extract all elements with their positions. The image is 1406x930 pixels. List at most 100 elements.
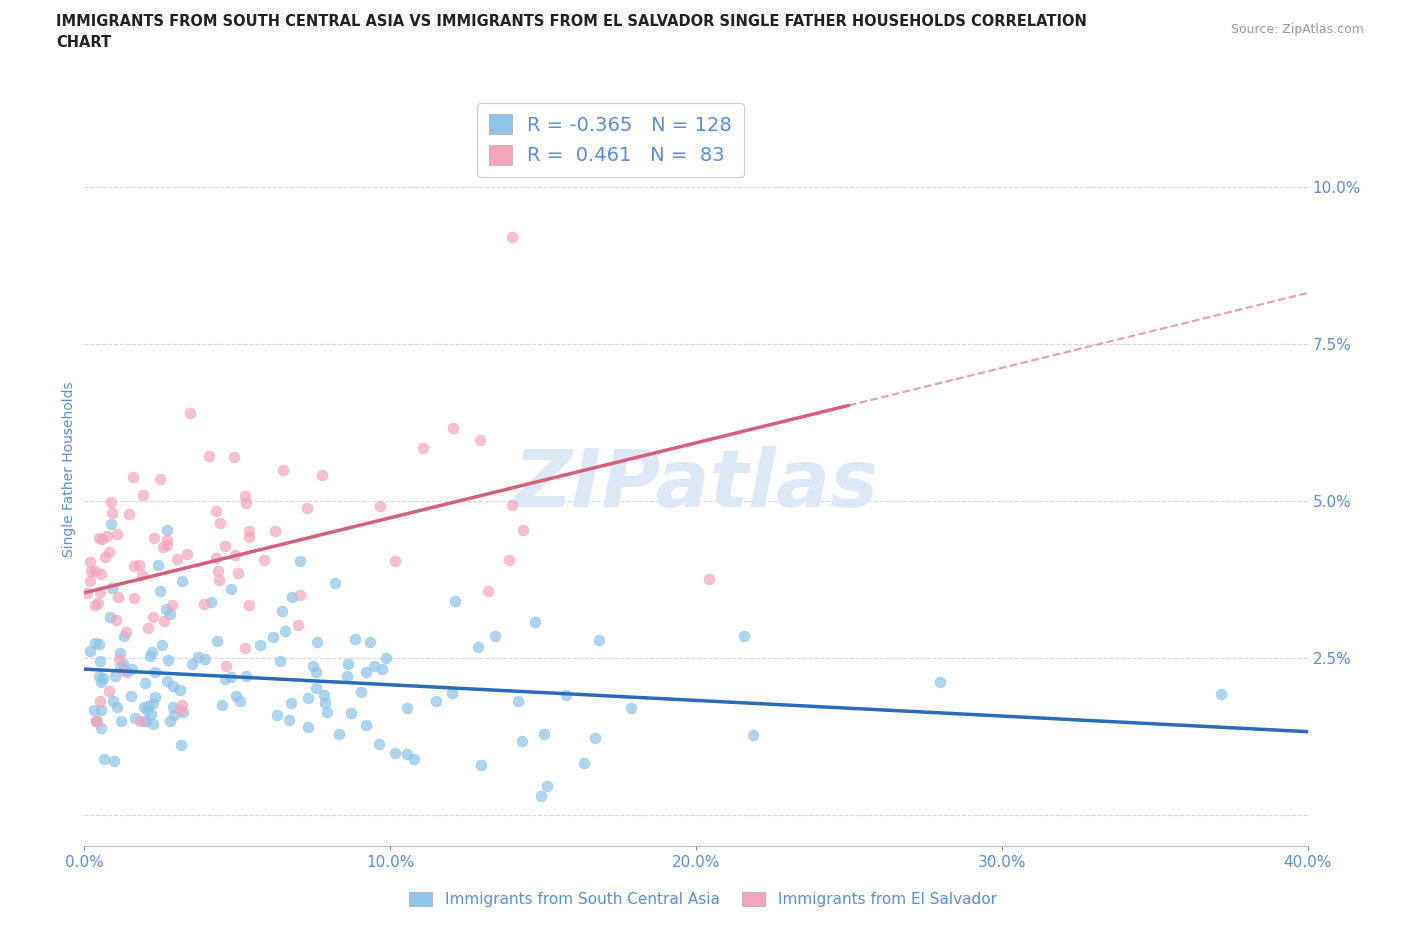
Point bbox=[359, 635, 381, 650]
Point bbox=[311, 468, 333, 483]
Point bbox=[316, 705, 339, 720]
Point bbox=[155, 602, 177, 617]
Point bbox=[574, 755, 596, 770]
Point bbox=[153, 614, 176, 629]
Point bbox=[76, 585, 98, 600]
Point bbox=[425, 694, 447, 709]
Point bbox=[193, 597, 215, 612]
Point bbox=[89, 654, 111, 669]
Point bbox=[363, 658, 385, 673]
Point bbox=[297, 690, 319, 705]
Point bbox=[253, 552, 276, 567]
Point bbox=[98, 683, 121, 698]
Point bbox=[224, 548, 246, 563]
Point bbox=[139, 707, 162, 722]
Point bbox=[145, 665, 167, 680]
Point bbox=[84, 635, 107, 650]
Point bbox=[928, 674, 950, 689]
Point bbox=[117, 665, 139, 680]
Point bbox=[733, 628, 755, 643]
Point bbox=[269, 654, 291, 669]
Point bbox=[93, 550, 115, 565]
Point bbox=[404, 751, 426, 766]
Point bbox=[280, 696, 302, 711]
Point bbox=[207, 633, 229, 648]
Point bbox=[249, 637, 271, 652]
Point bbox=[129, 713, 152, 728]
Point bbox=[336, 669, 359, 684]
Point bbox=[323, 576, 346, 591]
Point bbox=[314, 696, 336, 711]
Point bbox=[477, 583, 499, 598]
Point bbox=[96, 528, 118, 543]
Point bbox=[208, 572, 231, 587]
Point bbox=[205, 551, 228, 565]
Point bbox=[266, 708, 288, 723]
Point bbox=[156, 522, 179, 537]
Point bbox=[101, 581, 124, 596]
Point bbox=[89, 637, 111, 652]
Point bbox=[305, 665, 328, 680]
Point bbox=[79, 554, 101, 569]
Point bbox=[143, 690, 166, 705]
Point bbox=[128, 557, 150, 572]
Point bbox=[124, 711, 146, 725]
Point bbox=[146, 558, 169, 573]
Point bbox=[91, 671, 114, 685]
Point bbox=[134, 675, 156, 690]
Point bbox=[156, 652, 179, 667]
Point bbox=[89, 584, 111, 599]
Point bbox=[225, 688, 247, 703]
Text: ZIPatlas: ZIPatlas bbox=[513, 445, 879, 524]
Point bbox=[273, 623, 295, 638]
Point bbox=[90, 532, 112, 547]
Point bbox=[100, 517, 122, 532]
Point bbox=[498, 553, 520, 568]
Point bbox=[142, 717, 165, 732]
Point bbox=[512, 734, 534, 749]
Point bbox=[529, 789, 551, 804]
Point bbox=[90, 721, 112, 736]
Point bbox=[134, 713, 156, 728]
Point bbox=[354, 665, 377, 680]
Point bbox=[136, 620, 159, 635]
Point bbox=[533, 726, 555, 741]
Point bbox=[302, 658, 325, 673]
Point bbox=[444, 593, 467, 608]
Point bbox=[235, 496, 257, 511]
Point bbox=[238, 524, 260, 538]
Point bbox=[112, 663, 135, 678]
Point bbox=[149, 584, 172, 599]
Point bbox=[108, 659, 131, 674]
Point bbox=[501, 498, 523, 512]
Point bbox=[83, 598, 105, 613]
Point bbox=[290, 554, 312, 569]
Point bbox=[367, 737, 389, 751]
Text: IMMIGRANTS FROM SOUTH CENTRAL ASIA VS IMMIGRANTS FROM EL SALVADOR SINGLE FATHER : IMMIGRANTS FROM SOUTH CENTRAL ASIA VS IM… bbox=[56, 14, 1087, 29]
Legend: Immigrants from South Central Asia, Immigrants from El Salvador: Immigrants from South Central Asia, Immi… bbox=[404, 885, 1002, 913]
Point bbox=[305, 681, 328, 696]
Point bbox=[233, 641, 256, 656]
Point bbox=[79, 574, 101, 589]
Text: Source: ZipAtlas.com: Source: ZipAtlas.com bbox=[1230, 23, 1364, 36]
Point bbox=[176, 547, 198, 562]
Point bbox=[156, 533, 179, 548]
Point bbox=[502, 230, 524, 245]
Point bbox=[83, 564, 105, 578]
Point bbox=[312, 687, 335, 702]
Point bbox=[105, 699, 128, 714]
Point bbox=[307, 634, 329, 649]
Point bbox=[150, 638, 173, 653]
Point bbox=[159, 606, 181, 621]
Y-axis label: Single Father Households: Single Father Households bbox=[62, 382, 76, 557]
Point bbox=[89, 694, 111, 709]
Point bbox=[89, 669, 111, 684]
Point bbox=[163, 708, 186, 723]
Point bbox=[138, 648, 160, 663]
Point bbox=[555, 687, 578, 702]
Point bbox=[98, 610, 121, 625]
Point bbox=[214, 538, 236, 553]
Point bbox=[152, 539, 174, 554]
Point bbox=[84, 713, 107, 728]
Point bbox=[263, 524, 285, 538]
